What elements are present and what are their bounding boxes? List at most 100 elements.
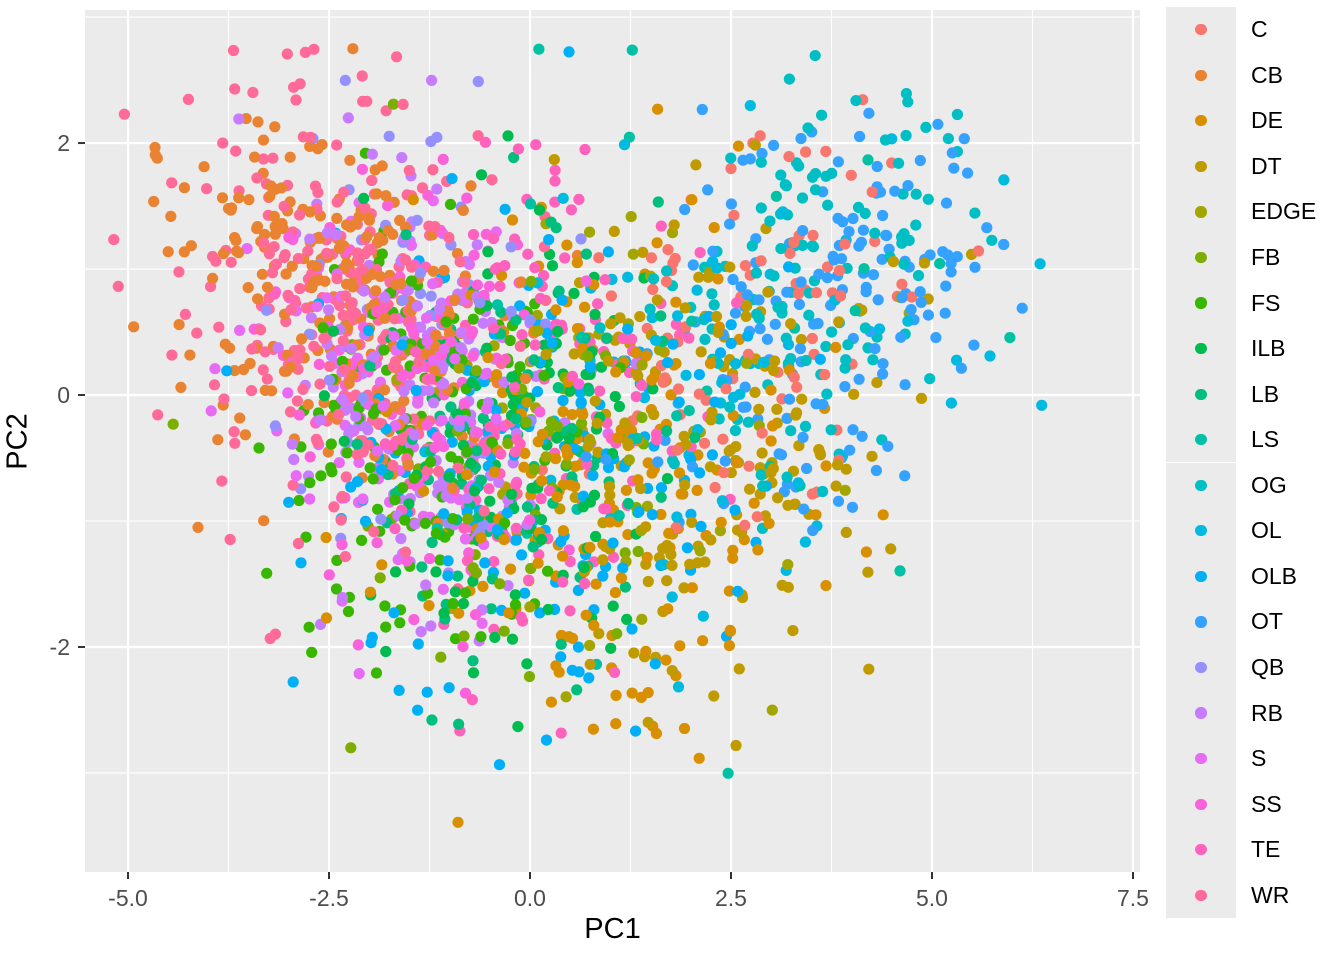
point-RB: [426, 74, 438, 86]
point-OL: [902, 315, 914, 327]
point-ILB: [589, 308, 601, 321]
point-DE: [765, 435, 777, 447]
point-LS: [631, 432, 643, 444]
point-OL: [646, 312, 658, 324]
point-CB: [419, 348, 431, 360]
point-DT: [589, 395, 601, 407]
point-C: [751, 511, 763, 523]
point-DE: [691, 484, 703, 496]
point-OLB: [479, 557, 491, 569]
point-ILB: [661, 473, 674, 485]
point-QB: [539, 318, 552, 330]
point-TE: [549, 175, 561, 187]
point-RB: [455, 326, 467, 339]
point-DT: [604, 489, 616, 501]
point-EDGE: [766, 704, 778, 716]
point-SS: [408, 614, 420, 626]
point-CB: [242, 282, 254, 294]
point-DE: [545, 696, 558, 708]
point-DT: [768, 364, 780, 377]
point-ILB: [578, 562, 590, 574]
point-ILB: [613, 400, 626, 413]
legend-key: [1166, 7, 1236, 53]
point-OLB: [359, 515, 372, 527]
point-WR: [290, 94, 302, 106]
point-ILB: [338, 435, 350, 447]
point-FB: [528, 463, 540, 476]
point-S: [421, 335, 433, 348]
point-DT: [640, 521, 652, 533]
point-OLB: [694, 467, 706, 479]
point-TE: [499, 260, 511, 272]
point-S: [205, 405, 217, 417]
point-C: [672, 383, 685, 395]
point-FB: [636, 411, 648, 424]
point-RB: [415, 626, 427, 638]
point-OG: [902, 96, 914, 108]
legend-dot-icon: [1195, 434, 1207, 446]
point-CB: [334, 243, 346, 255]
point-CB: [302, 399, 314, 411]
point-OT: [871, 160, 883, 173]
point-OG: [826, 326, 838, 338]
point-DE: [577, 408, 589, 421]
point-SS: [580, 275, 592, 287]
point-OG: [912, 270, 925, 282]
legend-dot-icon: [1195, 69, 1207, 81]
point-FS: [261, 567, 273, 579]
point-OLB: [695, 520, 707, 533]
point-WR: [166, 349, 178, 361]
point-WR: [294, 283, 306, 295]
point-FS: [486, 436, 498, 448]
point-EDGE: [694, 545, 706, 557]
point-LB: [552, 382, 564, 394]
legend-item-DE: DE: [1166, 98, 1283, 144]
point-DE: [642, 457, 654, 469]
point-OLB: [221, 365, 233, 377]
point-FS: [303, 621, 315, 633]
point-DT: [608, 225, 620, 237]
point-RB: [326, 350, 338, 362]
point-FS: [370, 667, 383, 679]
point-TE: [555, 727, 567, 739]
point-OG: [594, 322, 606, 334]
point-OG: [648, 273, 660, 285]
point-WR: [399, 254, 412, 266]
point-DE: [477, 580, 489, 593]
point-DT: [871, 377, 883, 389]
point-WR: [405, 313, 417, 325]
point-DE: [675, 488, 687, 500]
point-QB: [397, 294, 409, 306]
point-TE: [651, 434, 663, 446]
legend-label: FB: [1251, 244, 1281, 271]
point-OL: [951, 354, 963, 366]
point-S: [427, 354, 440, 366]
point-OG: [764, 215, 776, 227]
legend-label: OT: [1251, 608, 1283, 635]
point-FS: [509, 599, 522, 611]
point-WR: [338, 186, 350, 198]
point-FS: [367, 473, 379, 485]
point-WR: [340, 471, 352, 483]
point-DT: [848, 388, 860, 400]
point-OLB: [725, 337, 737, 349]
legend-key: [1166, 826, 1236, 873]
point-TE: [557, 576, 569, 588]
point-LB: [507, 151, 520, 164]
point-WR: [362, 439, 374, 451]
point-DT: [651, 294, 664, 306]
point-FS: [389, 494, 401, 506]
point-S: [436, 414, 448, 426]
point-OLB: [490, 404, 502, 416]
point-DT: [885, 543, 897, 555]
point-OG: [699, 333, 711, 345]
point-OG: [783, 73, 796, 85]
point-OG: [708, 299, 720, 311]
point-DT: [602, 355, 615, 367]
point-OT: [968, 339, 980, 351]
point-OLB: [516, 549, 528, 561]
point-OLB: [555, 651, 567, 663]
point-RB: [286, 438, 298, 450]
point-CB: [261, 281, 274, 293]
point-QB: [425, 290, 437, 302]
